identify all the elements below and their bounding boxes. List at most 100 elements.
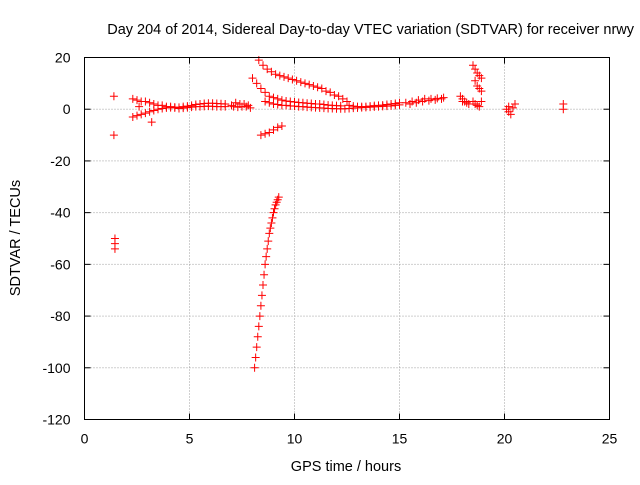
data-point: [265, 128, 274, 137]
data-point: [349, 102, 358, 111]
data-point: [268, 213, 277, 222]
data-point: [284, 74, 293, 83]
data-point: [412, 98, 421, 107]
data-point: [267, 218, 276, 227]
y-tick-label: 20: [55, 50, 71, 66]
data-point: [511, 100, 519, 109]
data-point: [437, 94, 446, 103]
data-point: [264, 237, 273, 246]
data-point: [256, 131, 265, 140]
x-tick-label: 10: [287, 431, 303, 447]
data-point: [418, 97, 427, 106]
data-point: [244, 101, 253, 110]
data-point: [317, 84, 326, 93]
data-point: [288, 75, 297, 84]
data-point: [253, 332, 262, 341]
data-point: [254, 322, 263, 331]
data-point: [326, 88, 335, 97]
data-point: [382, 100, 391, 109]
data-point: [154, 105, 162, 114]
data-point: [252, 343, 261, 352]
data-point: [431, 95, 440, 104]
data-point: [231, 98, 240, 107]
y-tick-label: -100: [42, 360, 70, 376]
data-point: [282, 101, 291, 110]
data-point: [179, 104, 188, 113]
data-point: [471, 76, 480, 85]
data-point: [298, 102, 307, 111]
data-point: [477, 87, 486, 96]
data-point: [147, 118, 156, 127]
data-point: [475, 102, 484, 111]
data-point: [133, 111, 141, 120]
data-point: [137, 110, 146, 119]
data-point: [343, 97, 351, 106]
data-point: [296, 78, 305, 87]
data-point: [504, 102, 513, 111]
data-point: [471, 65, 480, 74]
data-point: [330, 90, 339, 99]
data-point: [183, 103, 192, 112]
data-point: [269, 208, 278, 217]
data-point: [221, 102, 230, 111]
data-point: [309, 81, 318, 90]
data-point: [109, 131, 118, 140]
axis-ticks: 0 5 10 15 20 25 -120 -100 -80 -60 -40 -20 0 20: [42, 50, 617, 447]
data-point: [261, 260, 270, 269]
data-point: [261, 129, 270, 138]
grid: [84, 57, 610, 420]
data-point: [378, 101, 387, 110]
data-point: [462, 98, 471, 107]
data-point: [128, 112, 137, 121]
data-points: [109, 56, 568, 372]
data-point: [275, 71, 284, 80]
data-point: [261, 97, 270, 106]
data-point: [240, 100, 249, 109]
data-point: [424, 96, 433, 105]
x-tick-label: 25: [602, 431, 618, 447]
x-tick-label: 20: [497, 431, 513, 447]
x-axis-label: GPS time / hours: [291, 459, 401, 475]
data-point: [273, 100, 282, 109]
data-point: [229, 102, 238, 111]
data-point: [145, 98, 154, 107]
data-point: [145, 107, 154, 116]
data-point: [433, 94, 442, 103]
data-point: [305, 80, 314, 89]
x-tick-label: 5: [186, 431, 194, 447]
y-tick-label: 0: [63, 101, 71, 117]
data-point: [109, 92, 118, 101]
data-point: [270, 204, 279, 213]
data-point: [251, 353, 260, 362]
data-point: [439, 93, 448, 102]
data-point: [559, 105, 568, 114]
y-tick-label: -40: [50, 205, 70, 221]
data-point: [269, 100, 278, 109]
x-tick-label: 15: [392, 431, 408, 447]
x-tick-label: 0: [81, 431, 89, 447]
data-point: [133, 96, 141, 105]
data-point: [292, 76, 301, 85]
data-point: [471, 100, 480, 109]
data-point: [366, 102, 375, 111]
data-point: [271, 70, 280, 79]
data-point: [266, 224, 275, 233]
data-point: [261, 88, 270, 97]
data-point: [387, 100, 396, 109]
y-tick-label: -60: [50, 256, 70, 272]
data-point: [141, 109, 150, 118]
data-point: [158, 104, 167, 113]
data-point: [301, 79, 309, 88]
data-point: [280, 72, 288, 81]
data-point: [322, 87, 330, 96]
data-point: [273, 123, 282, 132]
data-point: [345, 101, 354, 110]
data-point: [187, 103, 196, 112]
data-point: [477, 97, 486, 106]
data-point: [274, 193, 283, 202]
data-point: [277, 122, 286, 131]
data-point: [149, 106, 158, 115]
data-point: [262, 252, 271, 261]
